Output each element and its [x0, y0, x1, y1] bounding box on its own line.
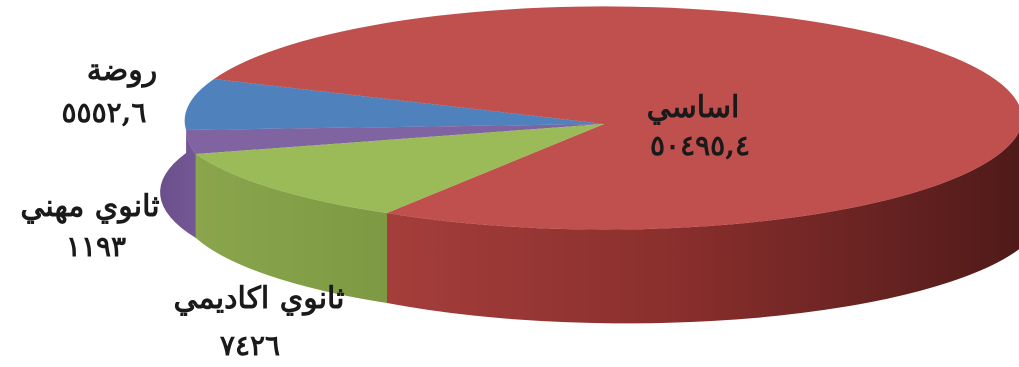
pie-side-walls [160, 124, 1019, 324]
label-value-thanawi-akademi: ٧٤٢٦ [220, 329, 280, 362]
slice-label-thanawi-mihani: ثانوي مهني ١١٩٣ [20, 189, 159, 263]
slice-rawda [184, 79, 604, 130]
label-value-rawda: ٥٥٥٢,٦ [62, 96, 147, 129]
slice-label-asasi: اساسي ٥٠٤٩٥,٤ [647, 90, 750, 162]
slice-thanawi-mihani [186, 124, 604, 154]
label-name-asasi: اساسي [647, 90, 740, 125]
slice-asasi [214, 6, 1019, 230]
label-value-thanawi-mihani: ١١٩٣ [66, 230, 126, 263]
label-name-thanawi-mihani: ثانوي مهني [20, 189, 159, 224]
slice-label-thanawi-akademi: ثانوي اكاديمي ٧٤٢٦ [173, 281, 344, 362]
label-value-asasi: ٥٠٤٩٥,٤ [650, 129, 750, 162]
slice-label-rawda: روضة ٥٥٥٢,٦ [62, 53, 158, 129]
slice-side-thanawi-mihani [160, 130, 196, 238]
label-name-thanawi-akademi: ثانوي اكاديمي [173, 281, 344, 316]
label-name-rawda: روضة [87, 53, 158, 88]
pie-top-faces [184, 6, 1019, 230]
slice-side-asasi [387, 131, 1019, 324]
slice-thanawi-akademi [195, 124, 604, 213]
slice-side-thanawi-akademi [195, 154, 387, 303]
